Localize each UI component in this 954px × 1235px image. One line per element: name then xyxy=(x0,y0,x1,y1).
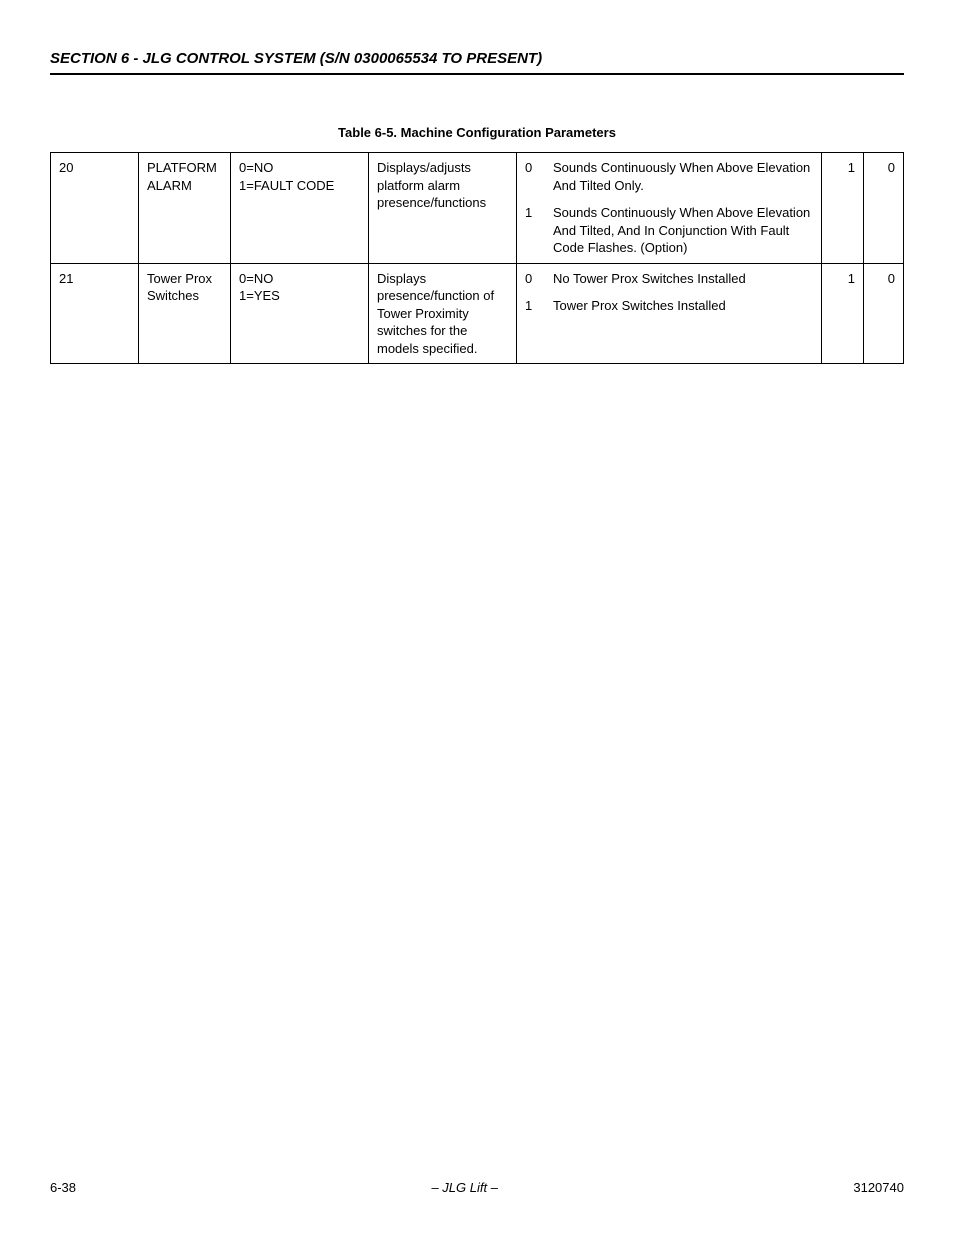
footer-center: – JLG Lift – xyxy=(431,1180,497,1195)
cell-col-b: 0 xyxy=(864,153,904,264)
option-meaning: Sounds Continuously When Above Elevation… xyxy=(553,204,813,257)
option-meaning: Sounds Continuously When Above Elevation… xyxy=(553,159,813,194)
option-meaning: Tower Prox Switches Installed xyxy=(553,297,813,315)
cell-description: Displays presence/function of Tower Prox… xyxy=(369,263,517,364)
cell-col-a: 1 xyxy=(822,153,864,264)
config-parameters-table: 20PLATFORM ALARM0=NO1=FAULT CODEDisplays… xyxy=(50,152,904,364)
cell-options: 0No Tower Prox Switches Installed1Tower … xyxy=(517,263,822,364)
cell-num: 21 xyxy=(51,263,139,364)
cell-num: 20 xyxy=(51,153,139,264)
cell-options: 0Sounds Continuously When Above Elevatio… xyxy=(517,153,822,264)
cell-col-b: 0 xyxy=(864,263,904,364)
option-meaning: No Tower Prox Switches Installed xyxy=(553,270,813,288)
page-footer: 6-38 – JLG Lift – 3120740 xyxy=(50,1180,904,1195)
option-code: 0 xyxy=(525,270,553,288)
cell-col-a: 1 xyxy=(822,263,864,364)
cell-name: Tower Prox Switches xyxy=(139,263,231,364)
footer-page-number: 6-38 xyxy=(50,1180,76,1195)
option-code: 1 xyxy=(525,297,553,315)
option-code: 0 xyxy=(525,159,553,194)
option-code: 1 xyxy=(525,204,553,257)
cell-description: Displays/adjusts platform alarm presence… xyxy=(369,153,517,264)
table-row: 21Tower Prox Switches0=NO1=YESDisplays p… xyxy=(51,263,904,364)
cell-values: 0=NO1=YES xyxy=(231,263,369,364)
table-caption: Table 6-5. Machine Configuration Paramet… xyxy=(50,125,904,140)
table-row: 20PLATFORM ALARM0=NO1=FAULT CODEDisplays… xyxy=(51,153,904,264)
section-header: SECTION 6 - JLG CONTROL SYSTEM (S/N 0300… xyxy=(50,50,904,75)
cell-name: PLATFORM ALARM xyxy=(139,153,231,264)
cell-values: 0=NO1=FAULT CODE xyxy=(231,153,369,264)
footer-doc-number: 3120740 xyxy=(853,1180,904,1195)
